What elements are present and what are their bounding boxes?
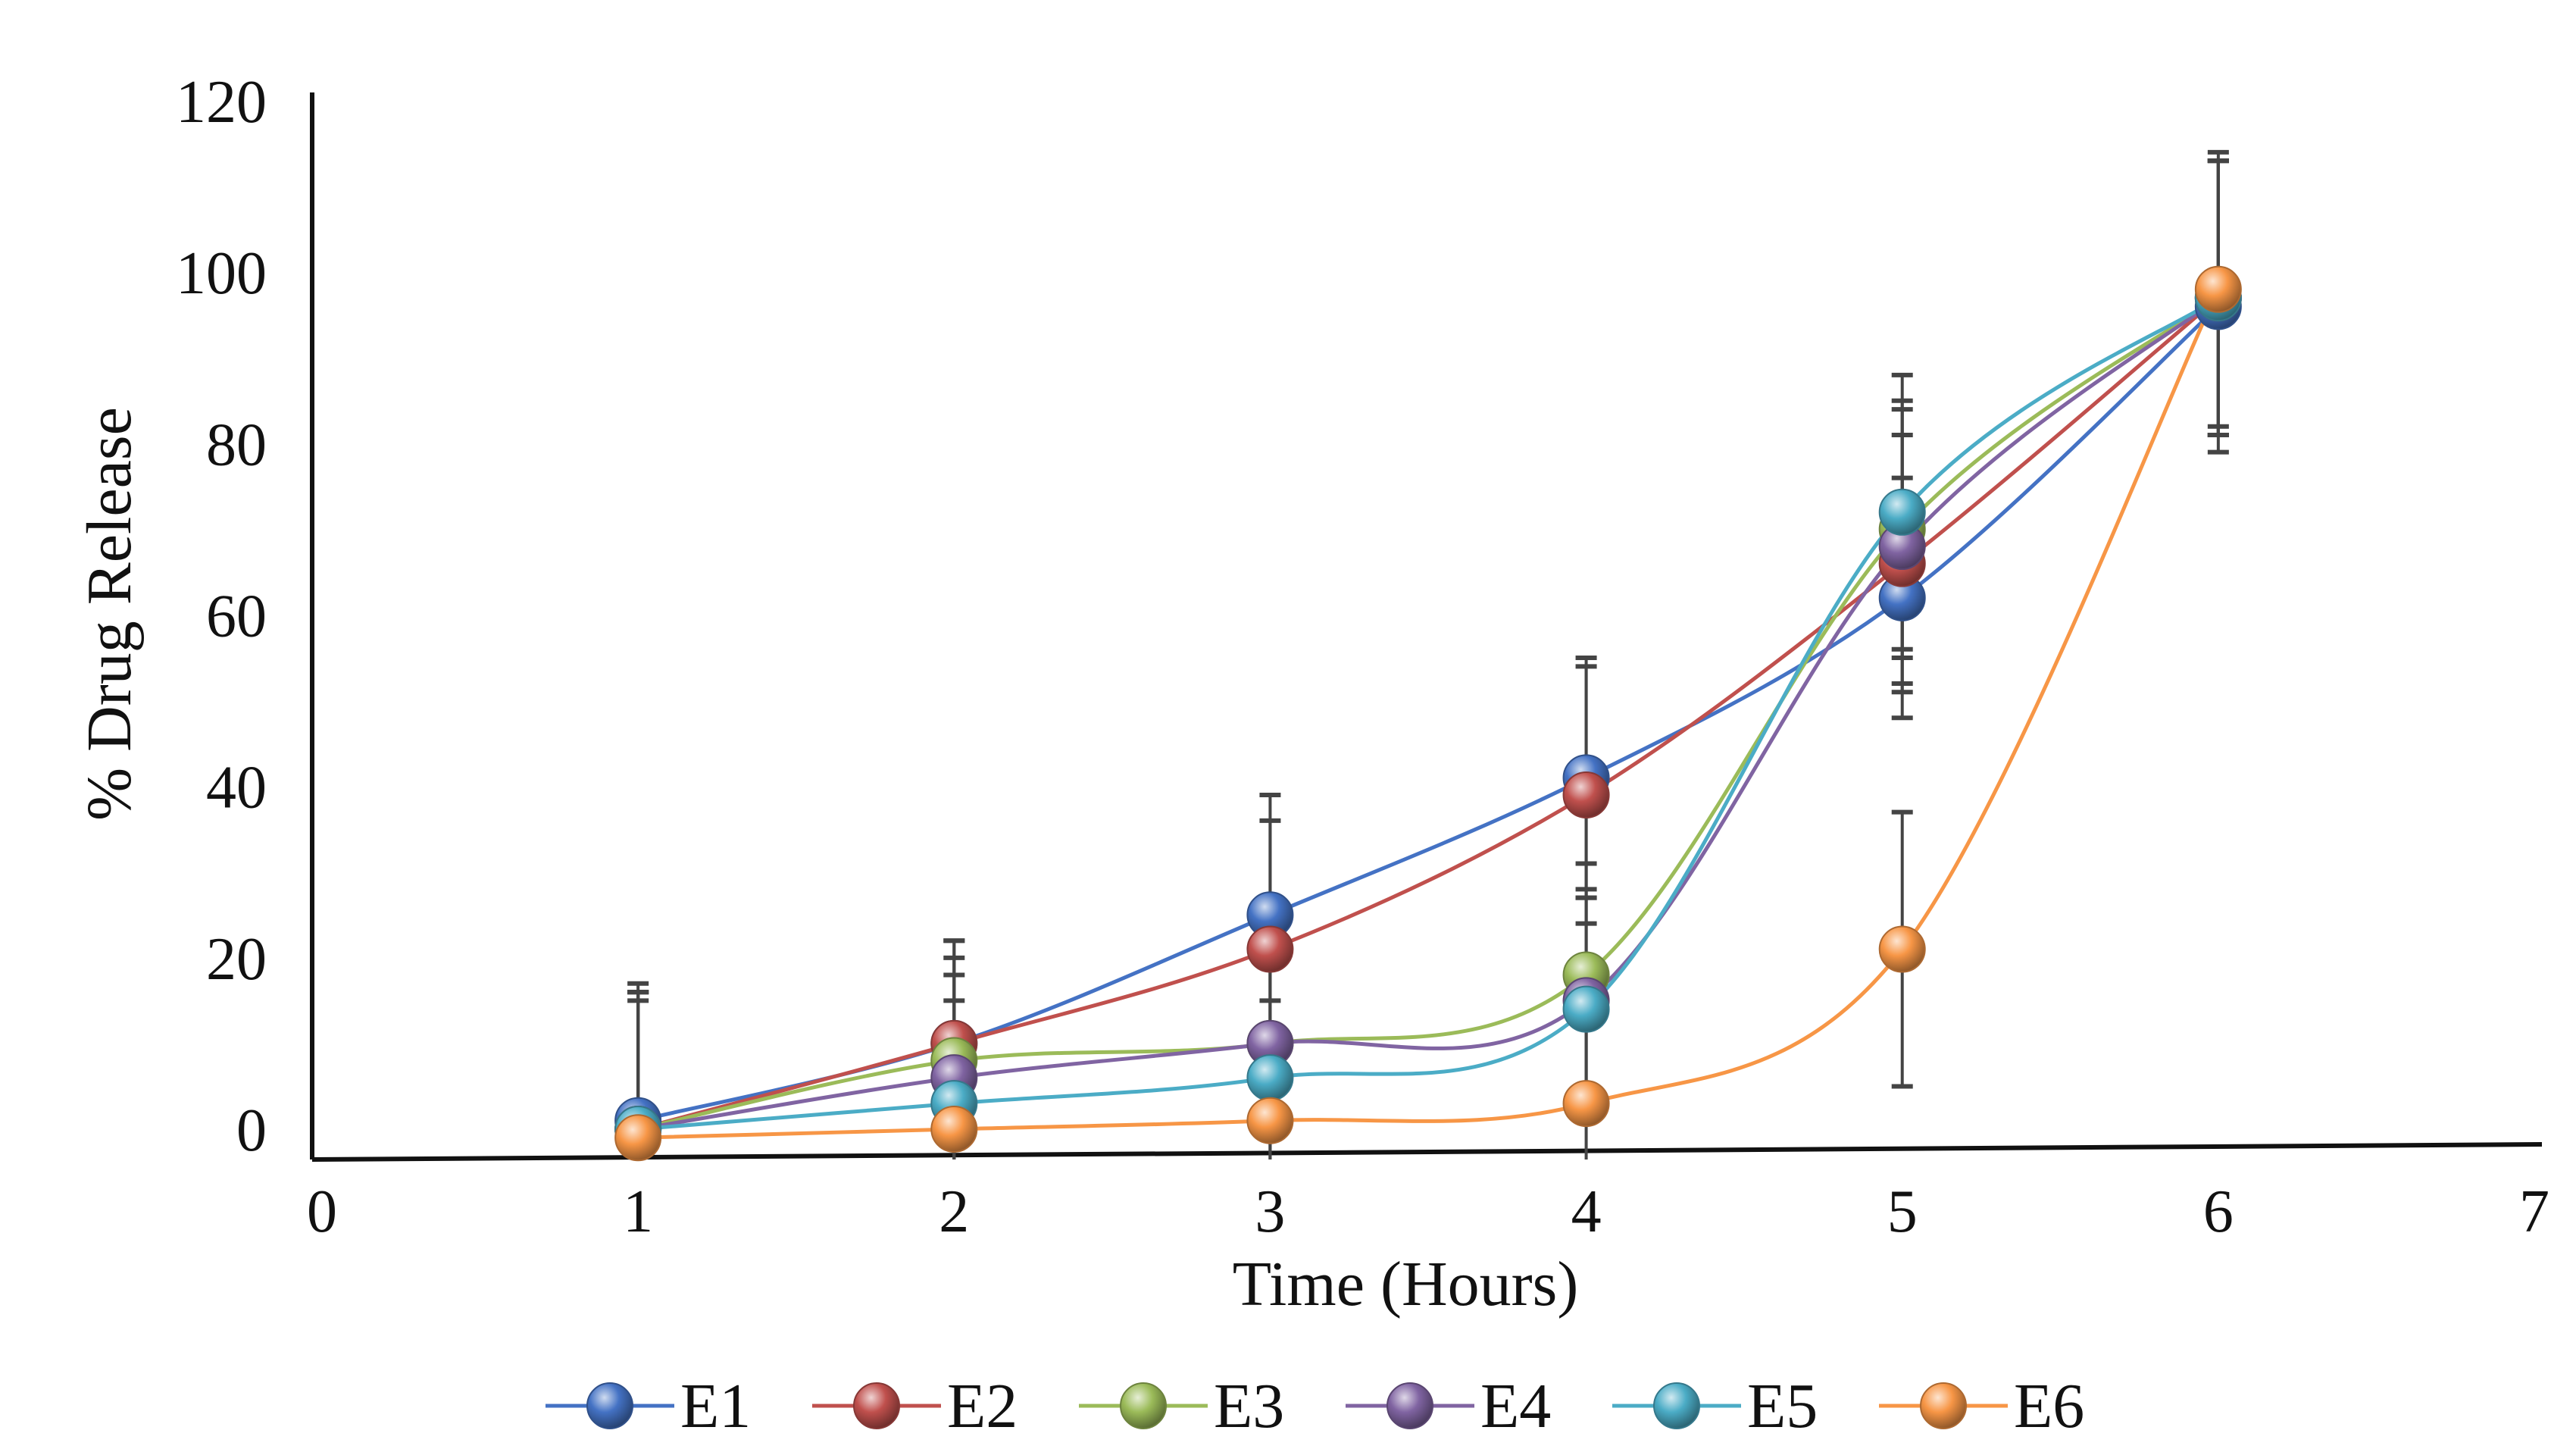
legend: E1 E2 E3 E4 E5 E6 [546, 1371, 2084, 1441]
legend-label: E3 [1214, 1371, 1284, 1441]
y-tick-label: 20 [206, 926, 267, 993]
series-line-e3 [637, 296, 2220, 1131]
series-line-e4 [637, 296, 2220, 1131]
error-bars [627, 149, 2229, 1160]
legend-label: E4 [1480, 1371, 1551, 1441]
x-tick-label: 4 [1571, 1178, 1602, 1245]
series-line-e5 [637, 296, 2220, 1131]
y-axis-title: % Drug Release [74, 407, 145, 821]
y-tick-labels: 0 20 40 60 80 100 120 [176, 69, 267, 1164]
y-tick-label: 100 [176, 240, 267, 307]
y-tick-label: 0 [236, 1097, 267, 1164]
legend-marker [1653, 1382, 1700, 1429]
legend-item-e1: E1 [546, 1371, 751, 1441]
marker-e6 [614, 1114, 662, 1162]
y-tick-label: 80 [206, 412, 267, 478]
x-tick-label: 0 [307, 1178, 337, 1245]
series-line-e6 [638, 288, 2221, 1140]
marker-e2 [1562, 771, 1610, 818]
marker-e5 [1246, 1054, 1294, 1102]
x-tick-labels: 0 1 2 3 4 5 6 7 [307, 1178, 2549, 1245]
x-axis-title: Time (Hours) [1233, 1249, 1579, 1319]
y-tick-label: 40 [206, 755, 267, 822]
axes [310, 92, 2543, 1162]
marker-e6 [1562, 1080, 1610, 1128]
legend-item-e3: E3 [1079, 1371, 1284, 1441]
legend-item-e6: E6 [1879, 1371, 2084, 1441]
x-tick-label: 3 [1255, 1178, 1285, 1245]
x-tick-label: 7 [2519, 1178, 2549, 1245]
x-tick-label: 1 [623, 1178, 653, 1245]
data-markers [614, 265, 2242, 1162]
series-line-e1 [637, 305, 2220, 1123]
legend-label: E6 [2014, 1371, 2084, 1441]
x-tick-label: 2 [939, 1178, 969, 1245]
legend-item-e2: E2 [812, 1371, 1018, 1441]
marker-e6 [1246, 1097, 1294, 1144]
legend-item-e5: E5 [1612, 1371, 1818, 1441]
legend-marker [1120, 1382, 1167, 1429]
marker-e5 [1562, 985, 1610, 1033]
legend-marker [586, 1382, 633, 1429]
series-lines [637, 288, 2221, 1140]
x-tick-label: 5 [1887, 1178, 1918, 1245]
y-tick-label: 120 [176, 69, 267, 136]
legend-marker [1386, 1382, 1433, 1429]
x-tick-label: 6 [2203, 1178, 2234, 1245]
legend-marker [1920, 1382, 1967, 1429]
legend-label: E5 [1747, 1371, 1818, 1441]
y-tick-label: 60 [206, 584, 267, 650]
legend-label: E2 [947, 1371, 1018, 1441]
marker-e5 [1878, 488, 1926, 536]
marker-e6 [2194, 265, 2242, 313]
legend-marker [853, 1382, 900, 1429]
legend-item-e4: E4 [1346, 1371, 1551, 1441]
x-axis-line [311, 1142, 2543, 1162]
series-line-e2 [637, 296, 2220, 1131]
marker-e2 [1246, 925, 1294, 973]
legend-label: E1 [680, 1371, 751, 1441]
marker-e6 [930, 1106, 978, 1153]
marker-e6 [1878, 925, 1926, 973]
